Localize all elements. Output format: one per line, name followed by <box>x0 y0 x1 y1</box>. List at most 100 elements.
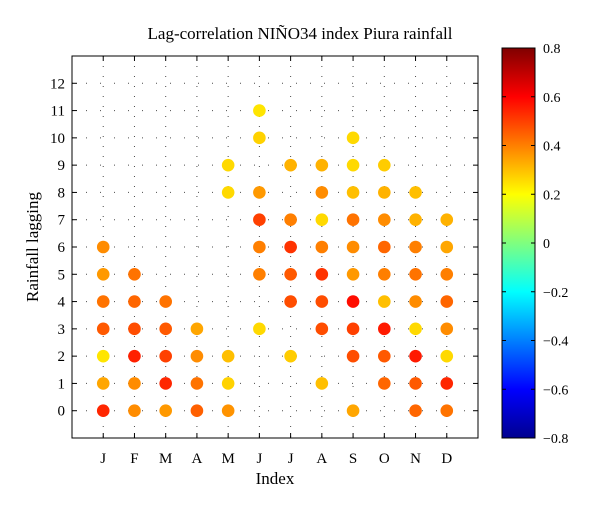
colorbar-tick-label: 0.8 <box>543 42 561 57</box>
data-point <box>346 404 360 418</box>
data-point <box>159 322 172 336</box>
data-point <box>346 267 360 281</box>
data-point <box>284 349 297 363</box>
colorbar-tick-label: 0.2 <box>543 188 561 203</box>
data-point <box>409 186 422 199</box>
data-point <box>440 240 454 254</box>
data-point <box>440 404 454 418</box>
data-point <box>221 349 235 363</box>
x-tick-label: A <box>316 451 327 467</box>
y-tick-label: 3 <box>58 322 66 338</box>
data-point <box>378 267 391 281</box>
data-point <box>346 349 360 363</box>
colorbar-tick-label: −0.8 <box>543 432 568 447</box>
data-point <box>315 322 329 336</box>
data-point <box>378 349 391 363</box>
data-point <box>128 322 141 336</box>
data-point <box>253 322 266 336</box>
y-tick-label: 6 <box>58 240 66 256</box>
x-tick-label: O <box>379 451 390 467</box>
data-point <box>440 295 454 308</box>
data-point <box>440 213 454 227</box>
data-point <box>190 404 204 418</box>
data-point <box>253 186 266 199</box>
data-point <box>346 131 360 145</box>
data-point <box>378 240 391 254</box>
data-point <box>190 322 204 336</box>
data-point <box>315 213 329 227</box>
y-axis-label: Rainfall lagging <box>23 192 42 303</box>
data-point <box>96 322 110 336</box>
data-point <box>253 104 266 117</box>
y-tick-label: 9 <box>58 158 66 174</box>
data-point <box>128 267 141 281</box>
data-point <box>221 158 235 172</box>
data-point <box>378 186 391 199</box>
chart-title: Lag-correlation NIÑO34 index Piura rainf… <box>148 24 453 43</box>
data-point <box>315 158 329 172</box>
data-point <box>378 158 391 172</box>
y-tick-label: 8 <box>58 185 66 201</box>
data-point <box>221 404 235 418</box>
colorbar-tick-label: −0.6 <box>543 383 568 398</box>
colorbar <box>501 47 536 439</box>
data-point <box>96 404 110 418</box>
data-point <box>315 377 329 390</box>
x-tick-label: J <box>100 451 106 467</box>
data-point <box>253 213 266 227</box>
colorbar-tick-label: 0.4 <box>543 140 561 155</box>
data-point <box>346 186 360 199</box>
data-point <box>159 404 172 418</box>
data-point <box>284 213 297 227</box>
data-point <box>346 322 360 336</box>
y-tick-label: 2 <box>58 349 66 365</box>
data-point <box>409 240 422 254</box>
y-tick-label: 0 <box>58 404 66 420</box>
colorbar-tick-label: 0.6 <box>543 91 561 106</box>
data-point <box>190 349 204 363</box>
data-point <box>221 186 235 199</box>
data-point <box>315 295 329 308</box>
y-tick-label: 1 <box>58 376 66 392</box>
data-point <box>346 240 360 254</box>
data-point <box>315 267 329 281</box>
data-point <box>409 377 422 390</box>
data-point <box>409 322 422 336</box>
x-tick-label: J <box>256 451 262 467</box>
data-point <box>128 349 141 363</box>
data-point <box>409 349 422 363</box>
y-tick-label: 10 <box>50 131 65 147</box>
x-tick-label: S <box>349 451 357 467</box>
data-point <box>409 267 422 281</box>
data-point <box>378 295 391 308</box>
data-point <box>440 377 454 390</box>
colorbar-ticks: 0.8 0.6 0.4 0.2 0 −0.2 −0.4 −0.6 −0.8 <box>502 42 568 447</box>
x-tick-label: M <box>159 451 172 467</box>
data-point <box>96 240 110 254</box>
data-point <box>284 267 297 281</box>
data-point <box>315 186 329 199</box>
y-tick-label: 11 <box>51 104 65 120</box>
colorbar-tick-label: −0.2 <box>543 286 568 301</box>
data-point <box>409 213 422 227</box>
x-tick-label: F <box>130 451 138 467</box>
x-tick-label: J <box>288 451 294 467</box>
data-point <box>253 240 266 254</box>
data-point <box>190 377 204 390</box>
x-tick-label: N <box>410 451 421 467</box>
y-tick-label: 12 <box>50 76 65 92</box>
data-point <box>284 158 297 172</box>
data-point <box>378 377 391 390</box>
data-point <box>409 295 422 308</box>
data-point <box>284 295 297 308</box>
data-point <box>440 349 454 363</box>
x-tick-label: D <box>441 451 452 467</box>
data-point <box>253 131 266 145</box>
data-point <box>159 295 172 308</box>
data-point <box>378 322 391 336</box>
colorbar-tick-label: 0 <box>543 237 550 252</box>
data-point <box>346 213 360 227</box>
